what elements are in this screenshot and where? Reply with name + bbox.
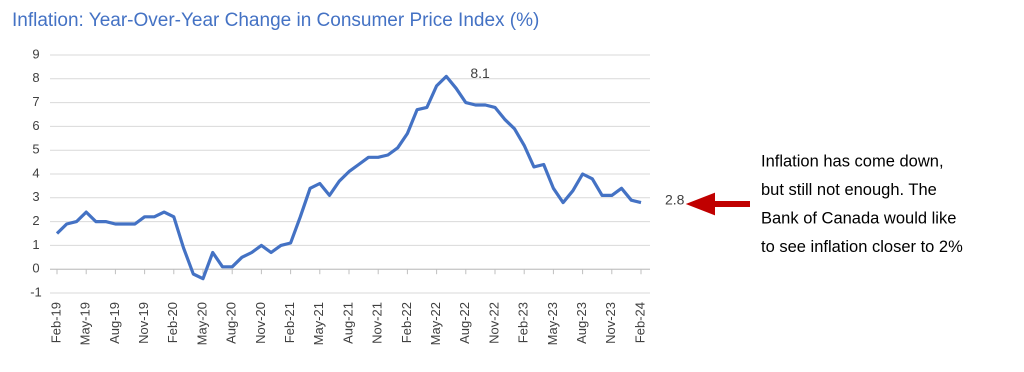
y-tick-label: 8 [32, 70, 39, 85]
x-tick-label: Nov-20 [253, 302, 268, 344]
x-tick-label: Feb-23 [516, 302, 531, 343]
annotation-text: but still not enough. The [761, 181, 937, 199]
y-tick-label: 6 [32, 118, 39, 133]
y-tick-label: 5 [32, 142, 39, 157]
x-tick-label: Aug-20 [224, 302, 239, 344]
y-tick-label: 1 [32, 237, 39, 252]
x-tick-label: Feb-21 [282, 302, 297, 343]
x-tick-label: Aug-22 [457, 302, 472, 344]
y-tick-label: 2 [32, 213, 39, 228]
x-tick-label: May-19 [78, 302, 93, 345]
x-tick-label: Feb-24 [632, 302, 647, 343]
chart-title: Inflation: Year-Over-Year Change in Cons… [12, 10, 539, 31]
x-tick-label: Nov-19 [136, 302, 151, 344]
x-tick-label: Nov-23 [603, 302, 618, 344]
x-tick-label: Nov-22 [486, 302, 501, 344]
annotation-arrow [685, 192, 750, 216]
y-tick-label: -1 [30, 284, 42, 299]
y-tick-label: 3 [32, 189, 39, 204]
x-tick-label: Feb-22 [399, 302, 414, 343]
x-tick-label: Aug-19 [107, 302, 122, 344]
x-tick-label: Aug-21 [340, 302, 355, 344]
annotation-text: Bank of Canada would like [761, 209, 956, 227]
x-tick-label: May-21 [311, 302, 326, 345]
annotation-text: to see inflation closer to 2% [761, 238, 963, 256]
x-tick-label: Nov-21 [370, 302, 385, 344]
y-tick-label: 7 [32, 94, 39, 109]
data-line [55, 74, 642, 281]
y-tick-label: 9 [32, 46, 39, 61]
x-tick-label: May-22 [428, 302, 443, 345]
y-tick-label: 0 [32, 261, 39, 276]
x-tick-label: Feb-20 [165, 302, 180, 343]
data-label: 8.1 [470, 65, 490, 81]
data-label: 2.8 [665, 191, 685, 207]
x-tick-label: Aug-23 [574, 302, 589, 344]
x-tick-label: May-23 [545, 302, 560, 345]
x-tick-label: Feb-19 [48, 302, 63, 343]
x-tick-label: May-20 [194, 302, 209, 345]
y-tick-label: 4 [32, 165, 39, 180]
annotation-text: Inflation has come down, [761, 152, 944, 170]
